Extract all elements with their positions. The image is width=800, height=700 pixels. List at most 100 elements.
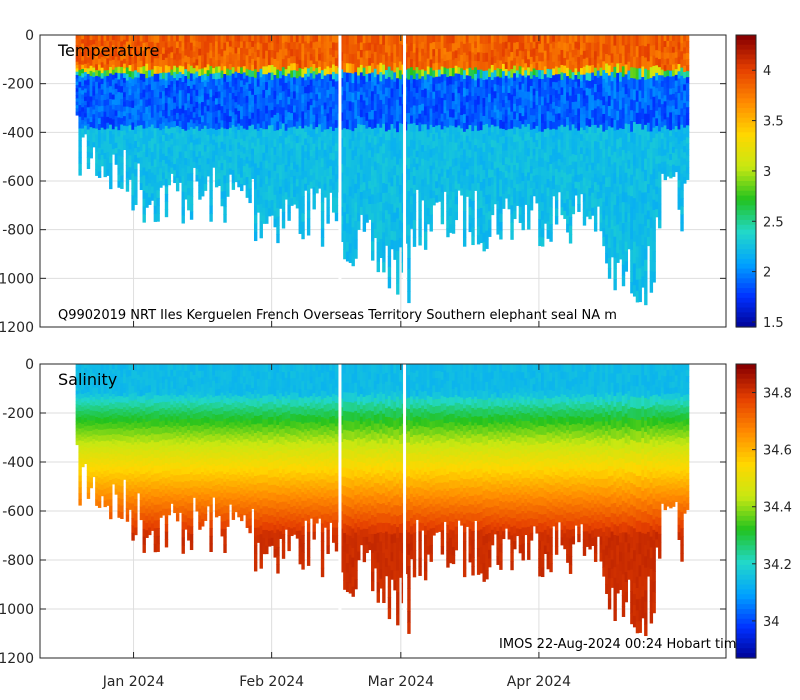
heatmap-cell [616,91,620,102]
heatmap-cell [125,54,130,62]
profile-column [195,35,199,182]
heatmap-cell [136,40,141,47]
heatmap-cell [490,102,495,111]
heatmap-cell [242,41,247,48]
heatmap-cell [393,91,397,101]
heatmap-cell [568,208,573,218]
heatmap-cell [437,166,442,175]
heatmap-cell [203,119,208,127]
heatmap-cell [457,35,461,42]
heatmap-cell [201,61,205,70]
heatmap-cell [220,141,224,150]
heatmap-cell [123,111,127,117]
heatmap-cell [379,183,383,194]
heatmap-cell [348,148,353,159]
heatmap-cell [175,54,180,62]
heatmap-cell [95,105,99,112]
heatmap-cell [524,169,528,177]
heatmap-cell [382,173,386,184]
heatmap-cell [591,102,595,111]
heatmap-cell [309,66,314,74]
heatmap-cell [485,195,489,205]
heatmap-cell [451,59,456,69]
heatmap-cell [326,89,330,99]
heatmap-cell [340,52,344,62]
heatmap-cell [465,102,470,110]
heatmap-cell [223,198,227,208]
heatmap-cell [476,35,481,45]
heatmap-cell [279,92,283,101]
heatmap-cell [306,168,311,178]
heatmap-cell [482,52,486,63]
heatmap-cell [348,82,353,93]
heatmap-cell [175,119,180,127]
heatmap-cell [131,107,135,116]
heatmap-cell [343,137,347,148]
heatmap-cell [284,158,289,166]
heatmap-cell [153,112,158,121]
heatmap-cell [435,97,439,106]
profile-column [83,35,88,135]
heatmap-cell [125,152,130,160]
heatmap-cell [429,173,433,183]
heatmap-cell [501,136,506,144]
heatmap-cell [100,138,105,145]
heatmap-cell [83,43,88,48]
heatmap-cell [212,79,216,86]
profile-column [610,35,615,258]
heatmap-cell [276,147,280,157]
heatmap-cell [387,182,392,194]
heatmap-cell [543,199,548,209]
heatmap-cell [541,105,545,115]
heatmap-cell [153,159,158,168]
heatmap-cell [541,52,545,62]
heatmap-cell [217,47,222,55]
heatmap-cell [242,66,247,73]
heatmap-cell [451,150,456,160]
heatmap-cell [415,99,419,107]
heatmap-cell [195,47,199,54]
heatmap-cell [253,180,258,190]
heatmap-cell [527,107,531,117]
heatmap-cell [134,98,138,107]
profile-column [407,35,411,304]
heatmap-cell [493,56,498,64]
heatmap-cell [552,169,556,177]
heatmap-cell [390,222,394,232]
heatmap-cell [214,148,219,156]
heatmap-cell [281,83,286,92]
heatmap-cell [340,86,344,96]
heatmap-cell [265,176,269,185]
heatmap-cell [131,158,135,167]
heatmap-cell [373,43,378,53]
heatmap-cell [309,47,314,55]
profile-column [421,35,425,201]
heatmap-cell [412,202,417,212]
heatmap-cell [382,192,386,204]
heatmap-cell [245,163,250,171]
heatmap-cell [290,91,294,100]
heatmap-cell [326,207,330,216]
heatmap-cell [610,201,615,212]
heatmap-cell [287,150,291,160]
heatmap-cell [451,200,456,209]
heatmap-cell [75,51,80,56]
heatmap-cell [474,177,478,185]
heatmap-cell [552,81,556,90]
profile-column [312,35,316,210]
heatmap-cell [546,43,550,53]
heatmap-cell [136,104,141,111]
heatmap-cell [295,135,300,144]
heatmap-cell [109,150,113,158]
profile-column [265,35,269,224]
heatmap-cell [476,61,481,71]
heatmap-cell [596,198,601,207]
heatmap-cell [323,68,328,77]
heatmap-cell [485,61,489,72]
heatmap-cell [415,54,419,62]
heatmap-cell [195,41,199,48]
heatmap-cell [348,35,353,45]
heatmap-cell [627,204,631,214]
heatmap-cell [619,184,623,195]
heatmap-cell [513,134,517,143]
